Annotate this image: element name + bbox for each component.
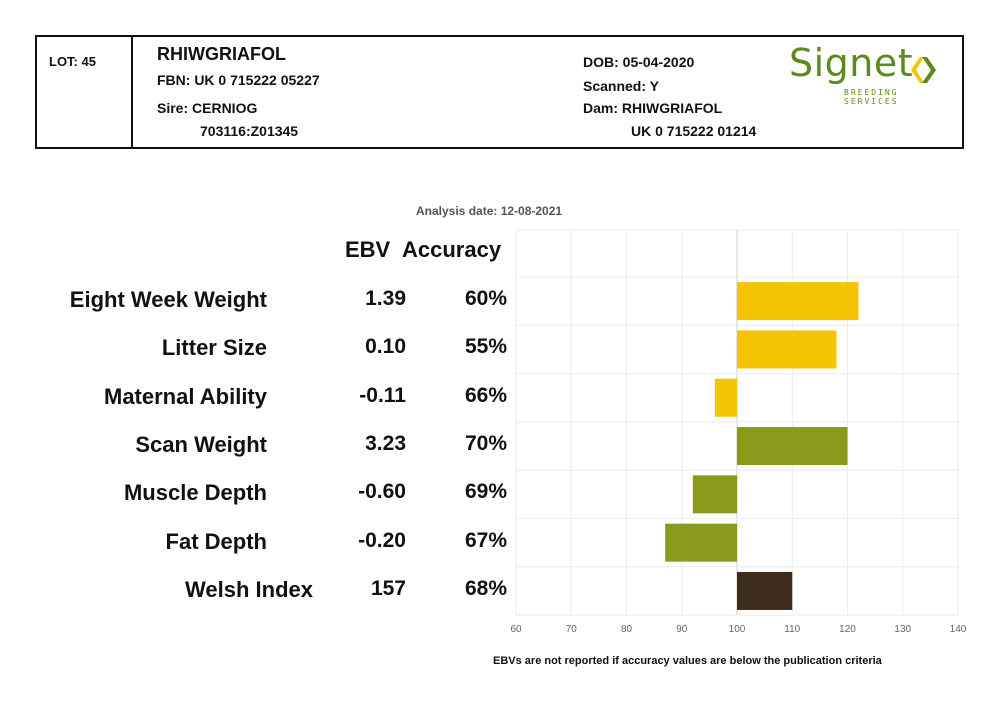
x-tick-label: 80 [621,624,633,635]
signet-chevrons-icon [911,57,936,83]
ebv-value: 157 [370,576,406,600]
trait-label: Maternal Ability [104,383,267,409]
accuracy-value: 55% [464,335,507,359]
ebv-value: -0.20 [358,528,406,552]
signet-logo: Signet BREEDING SERVICES [789,41,949,106]
analysis-date: Analysis date: 12-08-2021 [416,204,563,218]
ebv-column-header: EBV [345,237,391,262]
bar-eight-week-weight [737,282,859,321]
ebv-value: -0.11 [359,383,406,407]
bar-muscle-depth [692,475,737,514]
lot-cell: LOT: 45 [37,37,133,147]
trait-label: Welsh Index [185,576,313,602]
bar-maternal-ability [714,378,737,417]
animal-name: RHIWGRIAFOL [157,44,286,64]
accuracy-value: 69% [464,480,507,504]
x-tick-label: 110 [784,624,800,635]
trait-label: Eight Week Weight [69,287,267,313]
footnote: EBVs are not reported if accuracy values… [493,655,882,667]
accuracy-value: 66% [464,383,507,407]
bar-scan-weight [737,427,848,466]
date-of-birth: DOB: 05-04-2020 [583,54,695,70]
bar-litter-size [737,330,837,369]
bar-welsh-index [737,571,793,610]
logo-subtitle: BREEDING SERVICES [844,88,899,106]
x-tick-label: 100 [729,624,746,635]
ebv-value: 0.10 [365,335,406,359]
dam-id: UK 0 715222 01214 [631,123,757,139]
x-tick-label: 90 [676,624,688,635]
accuracy-value: 70% [464,432,507,456]
accuracy-value: 67% [464,528,507,552]
scanned-status: Scanned: Y [583,78,659,94]
accuracy-column-header: Accuracy [402,237,502,262]
sire-name: Sire: CERNIOG [157,100,258,116]
lot-number: LOT: 45 [49,54,96,69]
ebv-value: 1.39 [365,287,406,311]
x-tick-label: 60 [510,624,522,635]
trait-label: Muscle Depth [123,480,267,506]
ebv-value: -0.60 [358,480,406,504]
flock-book-number: FBN: UK 0 715222 05227 [157,72,320,88]
x-tick-label: 130 [894,624,911,635]
sire-id: 703116:Z01345 [200,123,299,139]
x-tick-label: 140 [950,624,967,635]
x-tick-label: 120 [839,624,856,635]
trait-label: Fat Depth [165,528,267,554]
bar-fat-depth [665,523,737,562]
dam-name: Dam: RHIWGRIAFOL [583,100,723,116]
trait-label: Scan Weight [135,432,267,458]
accuracy-value: 60% [464,287,507,311]
accuracy-value: 68% [464,576,507,600]
animal-header: LOT: 45 RHIWGRIAFOL FBN: UK 0 715222 052… [35,35,964,149]
logo-wordmark: Signet [789,41,914,85]
trait-label: Litter Size [161,335,267,361]
x-tick-label: 70 [566,624,578,635]
ebv-value: 3.23 [365,432,406,456]
